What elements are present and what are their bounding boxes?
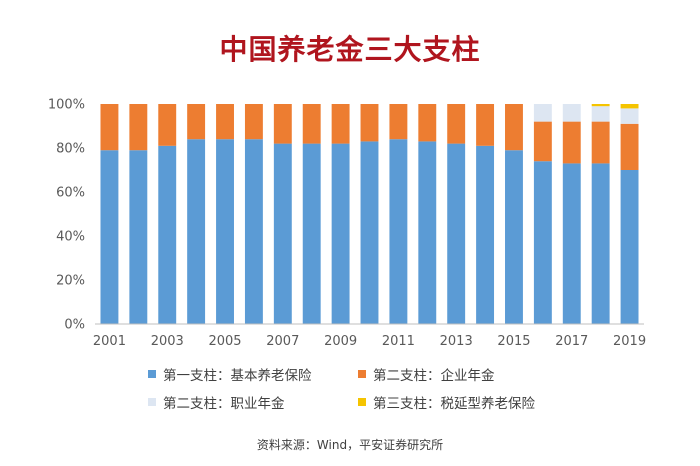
bar-segment-2011-series-1 xyxy=(389,104,408,140)
bar-segment-2013-series-0 xyxy=(447,143,466,324)
legend-item-occupational-annuity: 第二支柱：职业年金 xyxy=(148,392,358,412)
legend-item-tax-deferred-insurance: 第三支柱：税延型养老保险 xyxy=(358,392,608,412)
bar-segment-2011-series-0 xyxy=(389,139,408,324)
chart-title: 中国养老金三大支柱 xyxy=(219,33,481,66)
bar-segment-2019-series-3 xyxy=(620,104,639,109)
bar-segment-2009-series-0 xyxy=(331,143,350,324)
y-axis-ticks: 0% 20% 40% 60% 80% 100% xyxy=(48,98,85,333)
bar-segment-2016-series-0 xyxy=(533,161,552,324)
bar-segment-2014-series-1 xyxy=(476,104,495,146)
bar-segment-2012-series-1 xyxy=(418,104,437,142)
legend-item-enterprise-annuity: 第二支柱：企业年金 xyxy=(358,364,608,384)
bar-segment-2014-series-0 xyxy=(476,145,495,324)
bar-segment-2012-series-0 xyxy=(418,141,437,324)
bar-segment-2009-series-1 xyxy=(331,104,350,144)
bars-group xyxy=(100,104,639,324)
bar-segment-2019-series-2 xyxy=(620,108,639,124)
y-tick-label: 40% xyxy=(56,230,85,245)
x-tick-label: 2009 xyxy=(324,334,357,349)
legend-label: 第二支柱：职业年金 xyxy=(163,396,285,412)
bar-segment-2017-series-2 xyxy=(562,104,581,122)
legend-label: 第三支柱：税延型养老保险 xyxy=(373,396,535,412)
bar-segment-2002-series-1 xyxy=(129,104,148,151)
x-tick-label: 2007 xyxy=(266,334,299,349)
x-axis-ticks: 2001 2003 2005 2007 2009 2011 2013 2015 2017 2019 xyxy=(93,334,646,349)
bar-segment-2008-series-1 xyxy=(302,104,321,144)
bar-segment-2007-series-0 xyxy=(273,143,292,324)
y-tick-label: 100% xyxy=(48,98,85,113)
legend-label: 第一支柱：基本养老保险 xyxy=(163,368,312,384)
bar-segment-2018-series-0 xyxy=(591,163,610,324)
bar-segment-2001-series-0 xyxy=(100,150,119,324)
legend-swatch xyxy=(358,370,366,378)
bar-segment-2006-series-0 xyxy=(244,139,263,324)
x-tick-label: 2017 xyxy=(555,334,588,349)
x-tick-label: 2011 xyxy=(382,334,415,349)
bar-segment-2013-series-1 xyxy=(447,104,466,144)
bar-segment-2010-series-1 xyxy=(360,104,379,142)
bar-segment-2004-series-0 xyxy=(187,139,206,324)
y-tick-label: 80% xyxy=(56,142,85,157)
legend-label: 第二支柱：企业年金 xyxy=(373,368,495,384)
y-tick-label: 60% xyxy=(56,186,85,201)
y-tick-label: 0% xyxy=(64,318,85,333)
bar-segment-2008-series-0 xyxy=(302,143,321,324)
bar-segment-2001-series-1 xyxy=(100,104,119,151)
bar-segment-2003-series-1 xyxy=(158,104,177,146)
x-tick-label: 2001 xyxy=(93,334,126,349)
legend-swatch xyxy=(148,370,156,378)
legend-item-basic-pension: 第一支柱：基本养老保险 xyxy=(148,364,358,384)
bar-segment-2003-series-0 xyxy=(158,145,177,324)
bar-segment-2006-series-1 xyxy=(244,104,263,140)
x-tick-label: 2003 xyxy=(151,334,184,349)
bar-segment-2018-series-1 xyxy=(591,121,610,164)
source-note: 资料来源：Wind，平安证券研究所 xyxy=(256,438,444,452)
bar-segment-2004-series-1 xyxy=(187,104,206,140)
bar-segment-2005-series-0 xyxy=(216,139,234,324)
x-tick-label: 2019 xyxy=(613,334,646,349)
stacked-bar-chart: 0%20%40%60%80%100% 2001 2003 2005 2007 2009 2… xyxy=(48,98,646,350)
x-tick-label: 2015 xyxy=(497,334,530,349)
y-tick-label: 20% xyxy=(56,274,85,289)
legend-swatch xyxy=(358,398,366,406)
bar-segment-2010-series-0 xyxy=(360,141,379,324)
legend: 第一支柱：基本养老保险 第二支柱：企业年金 第二支柱：职业年金 第三支柱：税延型… xyxy=(148,364,608,412)
bar-segment-2007-series-1 xyxy=(273,104,292,144)
bar-segment-2015-series-1 xyxy=(505,104,523,151)
bar-segment-2017-series-0 xyxy=(562,163,581,324)
bar-segment-2019-series-0 xyxy=(620,170,639,324)
bar-segment-2016-series-1 xyxy=(533,121,552,162)
bar-segment-2018-series-2 xyxy=(591,106,610,122)
x-tick-label: 2013 xyxy=(440,334,473,349)
bar-segment-2015-series-0 xyxy=(505,150,523,324)
bar-segment-2019-series-1 xyxy=(620,123,639,170)
x-tick-label: 2005 xyxy=(208,334,241,349)
bar-segment-2016-series-2 xyxy=(533,104,552,122)
bar-segment-2005-series-1 xyxy=(216,104,234,140)
bar-segment-2018-series-3 xyxy=(591,104,610,107)
bar-segment-2017-series-1 xyxy=(562,121,581,164)
legend-swatch xyxy=(148,398,156,406)
bar-segment-2002-series-0 xyxy=(129,150,148,324)
